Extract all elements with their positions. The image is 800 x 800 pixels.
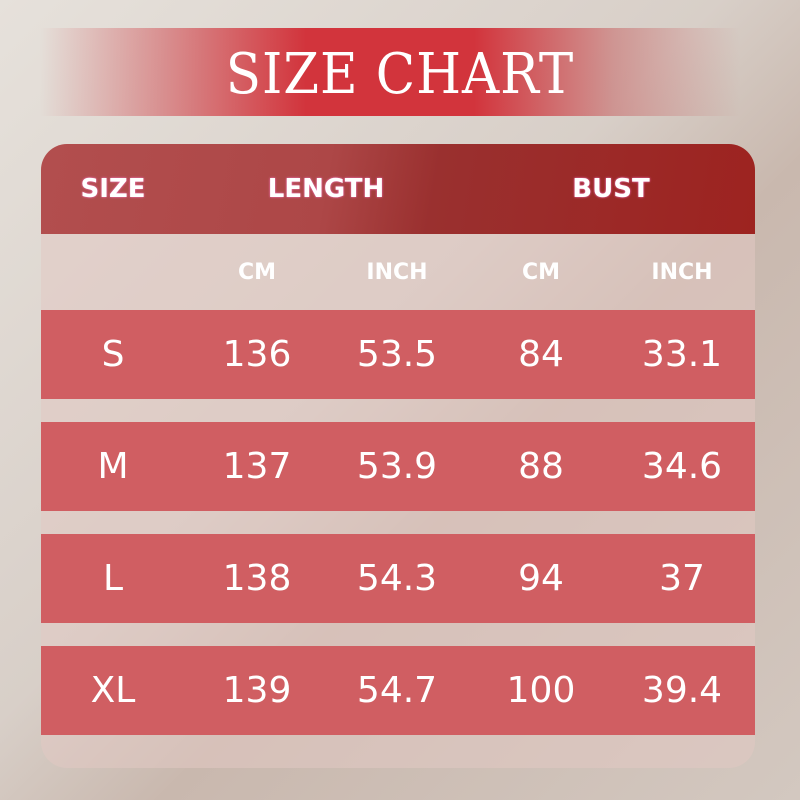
cell-length-cm: 138 [222,558,292,599]
cell-size: L [102,558,124,599]
cell-bust-inch: 33.1 [641,334,723,375]
cell-length-inch: 53.5 [356,334,438,375]
unit-bust-inch: INCH [651,259,713,285]
page-title: SIZE CHART [225,42,575,107]
unit-header: CM INCH CM INCH [41,234,755,310]
cell-bust-inch: 37 [659,558,705,599]
title-band [40,28,740,116]
unit-bust-cm: CM [521,259,561,285]
header-bust: BUST [572,174,650,204]
table-row: L 138 54.3 94 37 [41,534,755,623]
table-row: XL 139 54.7 100 39.4 [41,646,755,735]
cell-bust-cm: 94 [518,558,564,599]
cell-length-inch: 53.9 [356,446,438,487]
cell-size: M [97,446,129,487]
cell-length-inch: 54.7 [356,670,438,711]
cell-length-cm: 136 [222,334,292,375]
cell-bust-inch: 34.6 [641,446,723,487]
header-size: SIZE [80,174,146,204]
table-row: M 137 53.9 88 34.6 [41,422,755,511]
cell-bust-cm: 88 [518,446,564,487]
cell-length-cm: 139 [222,670,292,711]
cell-length-inch: 54.3 [356,558,438,599]
cell-bust-cm: 100 [506,670,576,711]
cell-size: XL [90,670,136,711]
cell-bust-cm: 84 [518,334,564,375]
unit-length-inch: INCH [366,259,428,285]
cell-bust-inch: 39.4 [641,670,723,711]
table-header: SIZE LENGTH BUST [41,144,755,234]
unit-length-cm: CM [237,259,277,285]
cell-length-cm: 137 [222,446,292,487]
size-table: SIZE LENGTH BUST CM INCH CM INCH S 136 53.… [41,144,755,768]
header-length: LENGTH [267,174,385,204]
table-row: S 136 53.5 84 33.1 [41,310,755,399]
cell-size: S [101,334,125,375]
